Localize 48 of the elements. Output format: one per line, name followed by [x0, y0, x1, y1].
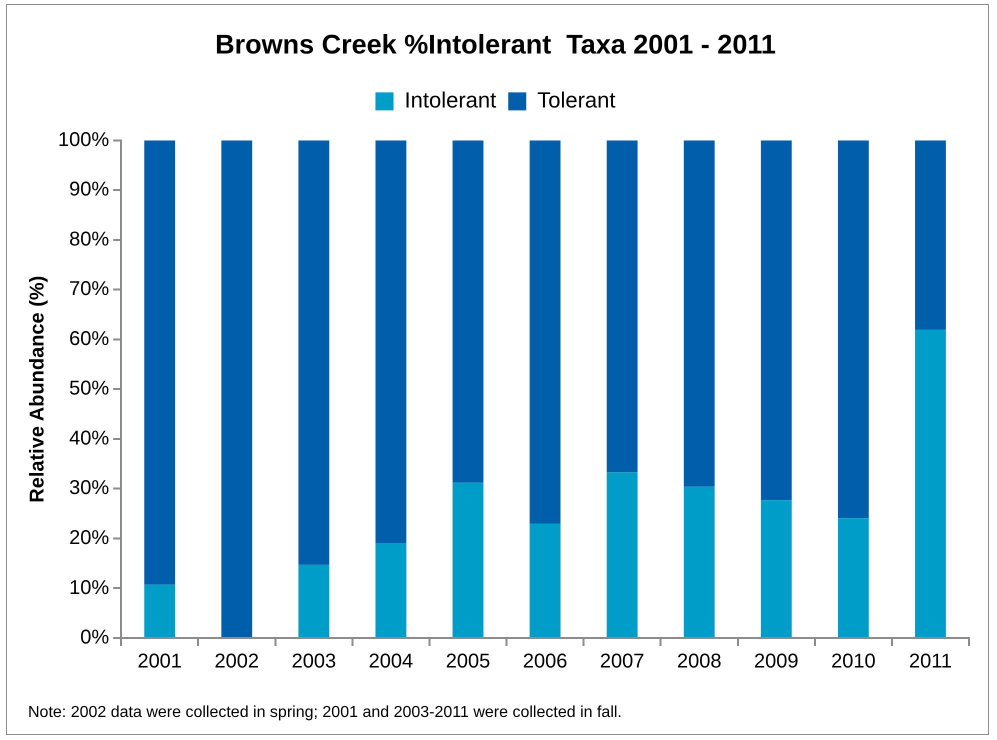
bar — [298, 564, 330, 637]
bar — [760, 500, 792, 637]
bar — [452, 482, 484, 637]
bar — [838, 140, 869, 518]
y-tick-label: 60% — [69, 328, 110, 350]
y-tick-label: 40% — [69, 427, 110, 450]
x-tick-label: 2008 — [676, 650, 722, 673]
bar — [684, 486, 715, 637]
y-tick-label: 0% — [80, 626, 110, 649]
bar — [144, 584, 176, 637]
chart-title: Browns Creek %Intolerant Taxa 2001 - 2011 — [215, 30, 776, 60]
x-tick-label: 2011 — [908, 650, 952, 673]
bar — [606, 140, 638, 472]
bar — [530, 140, 560, 524]
y-tick-label: 70% — [69, 278, 110, 300]
x-tick-label: 2009 — [754, 650, 799, 673]
x-tick-label: 2006 — [522, 650, 568, 673]
legend-label: Intolerant — [404, 87, 496, 112]
bar — [376, 542, 406, 637]
y-tick-label: 20% — [69, 526, 110, 549]
x-tick-label: 2010 — [831, 650, 876, 673]
x-tick-label: 2005 — [446, 650, 490, 673]
text: Note: 2002 data were collected in spring; 2001 and 2003-2011 were collected in fall. — [28, 704, 622, 722]
y-tick-label: 100% — [58, 128, 110, 151]
x-tick-label: 2007 — [600, 650, 644, 673]
y-tick-label: 80% — [69, 228, 110, 250]
y-tick-label: 30% — [69, 477, 110, 500]
x-tick-label: 2002 — [214, 650, 260, 673]
legend-label: Tolerant — [537, 87, 616, 112]
y-tick-label: 10% — [69, 576, 110, 599]
bar — [838, 518, 869, 637]
x-tick-label: 2004 — [368, 650, 414, 673]
bar — [915, 329, 946, 637]
bar — [760, 140, 792, 500]
x-tick-label: 2003 — [292, 650, 336, 673]
bar — [915, 140, 946, 330]
bar — [298, 140, 330, 565]
bar — [144, 140, 176, 585]
bar — [606, 472, 638, 637]
bar — [452, 140, 484, 483]
bar — [376, 140, 406, 543]
y-tick-label: 90% — [69, 178, 110, 201]
y-axis-title: Relative Abundance (%) — [26, 276, 49, 503]
y-tick-label: 50% — [69, 378, 110, 400]
bar — [221, 140, 252, 637]
bar — [530, 524, 560, 637]
bar — [684, 140, 715, 487]
x-tick-label: 2001 — [137, 650, 182, 673]
